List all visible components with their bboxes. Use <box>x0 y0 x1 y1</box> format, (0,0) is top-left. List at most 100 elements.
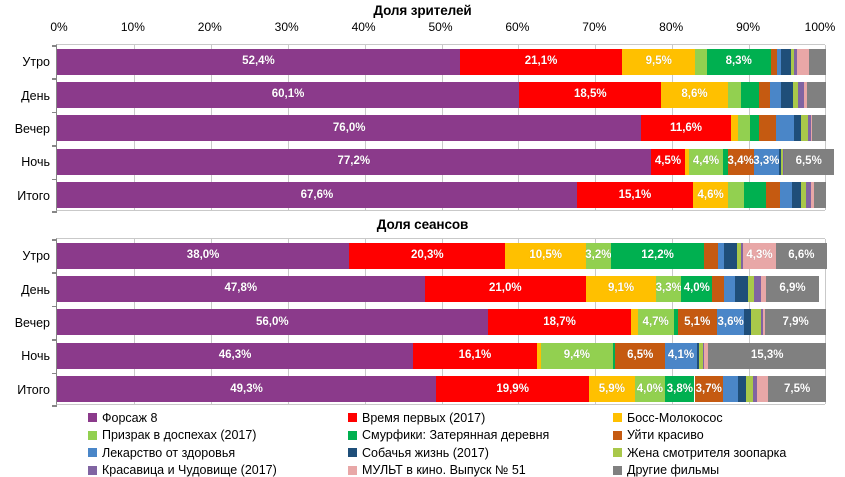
bar-segment <box>796 48 810 75</box>
bar-segment-label: 77,2% <box>337 155 371 168</box>
bar-segment: 4,0% <box>681 276 713 303</box>
bar-segment-label: 4,5% <box>654 155 682 168</box>
bar-segment-label: 8,6% <box>681 88 708 101</box>
row-label-утро: Утро <box>22 55 50 70</box>
legend-item[interactable]: Уйти красиво <box>613 429 845 442</box>
bar-segment <box>743 182 766 209</box>
legend-item-label: Время первых (2017) <box>362 410 486 425</box>
bar-segment <box>749 115 760 142</box>
legend-item[interactable]: Форсаж 8 <box>88 411 348 425</box>
bar-segment <box>780 82 793 109</box>
bar-segment: 76,0% <box>57 115 642 142</box>
bar-segment: 10,5% <box>505 242 587 269</box>
legend-item[interactable]: Босс-Молокосос <box>613 410 845 425</box>
bar-segment <box>806 82 826 109</box>
stacked-bar: 77,2% 4,5% 4,4% 3,4% 3,3% 6,5% <box>57 148 834 175</box>
bar-segment-label: 3,3% <box>655 282 682 295</box>
bar-segment <box>793 48 797 75</box>
row-label-утро: Утро <box>22 249 50 264</box>
legend-color-swatch-icon <box>88 448 97 458</box>
legend-item[interactable]: Другие фильмы <box>613 464 845 477</box>
legend-item[interactable]: МУЛЬТ в кино. Выпуск № 51 <box>348 464 613 477</box>
bar-segment-label: 76,0% <box>332 121 366 134</box>
bar-segment: 67,6% <box>57 182 577 209</box>
bar-segment-label: 21,1% <box>524 54 558 67</box>
legend-item[interactable]: Время первых (2017) <box>348 410 613 425</box>
bar-segment <box>779 182 793 209</box>
bar-segment <box>736 242 741 269</box>
bar-segment <box>762 309 766 336</box>
chart-row: Ночь 46,3% 16,1% 9,4% 6,5% 4,1% 15,3% <box>21 339 826 372</box>
legend-item[interactable]: Лекарство от здоровья <box>88 446 348 460</box>
legend-color-swatch-icon <box>88 465 97 475</box>
bar-segment: 3,3% <box>753 148 780 175</box>
legend-color-swatch-icon <box>348 413 357 423</box>
x-axis-tick-label: 20% <box>197 20 222 34</box>
legend-color-swatch-icon <box>348 430 357 440</box>
bar-segment: 16,1% <box>413 342 537 369</box>
bar-segment <box>806 182 811 209</box>
bar-segment-label: 7,9% <box>782 315 809 328</box>
bar-segment <box>740 82 760 109</box>
bar-segment-label: 9,4% <box>563 349 590 362</box>
bar-segment-label: 4,0% <box>636 382 663 395</box>
bar-segment: 15,3% <box>708 342 826 369</box>
bar-segment: 20,3% <box>349 242 506 269</box>
bar-segment: 3,4% <box>728 148 754 175</box>
legend-item-label: Босс-Молокосос <box>627 410 723 425</box>
bar-segment: 21,1% <box>459 48 623 75</box>
bar-segment <box>753 276 761 303</box>
bar-segment: 4,4% <box>689 148 723 175</box>
bar-segment <box>797 82 805 109</box>
chart-sessions-plot-area: Утро 38,0% 20,3% 10,5% 3,2% 12,2% 4,3% 6,6% День… <box>15 238 827 407</box>
bar-segment-label: 3,7% <box>695 382 722 395</box>
bar-segment <box>759 82 770 109</box>
legend-color-swatch-icon <box>613 465 622 475</box>
bar-segment <box>704 242 718 269</box>
stacked-bar: 38,0% 20,3% 10,5% 3,2% 12,2% 4,3% 6,6% <box>57 242 827 269</box>
chart-viewers-title: Доля зрителей <box>373 3 472 18</box>
x-axis-tick-label: 10% <box>120 20 145 34</box>
chart-row: Вечер 56,0% 18,7% 4,7% 5,1% 3,6% 7,9% <box>15 305 826 339</box>
legend-item[interactable]: Жена смотрителя зоопарка <box>613 446 845 460</box>
bar-segment-label: 12,2% <box>641 248 674 261</box>
bar-segment: 6,9% <box>766 276 820 303</box>
x-axis-tick-label: 30% <box>274 20 299 34</box>
bar-segment: 21,0% <box>424 276 587 303</box>
bar-segment <box>780 48 792 75</box>
chart-viewers-plot-area: Утро 52,4% 21,1% 9,5% 8,3% День 60,1% 18,5% 8,6%… <box>15 44 834 213</box>
legend-item[interactable]: Смурфики: Затерянная деревня <box>348 429 613 442</box>
bar-segment-label: 20,3% <box>410 248 444 261</box>
legend-item[interactable]: Собачья жизнь (2017) <box>348 446 613 460</box>
stacked-bar: 47,8% 21,0% 9,1% 3,3% 4,0% 6,9% <box>57 276 825 303</box>
bar-segment <box>536 342 541 369</box>
bar-segment: 60,1% <box>57 82 520 109</box>
bar-segment <box>804 82 807 109</box>
legend-color-swatch-icon <box>613 413 622 423</box>
bar-segment-label: 4,3% <box>746 248 773 261</box>
bar-segment <box>717 242 725 269</box>
row-label-итого: Итого <box>17 382 50 397</box>
bar-segment: 6,5% <box>615 342 666 369</box>
legend-item[interactable]: Призрак в доспехах (2017) <box>88 429 348 442</box>
bar-segment <box>807 115 811 142</box>
bar-segment <box>752 376 757 403</box>
bar-segment-label: 49,3% <box>230 382 263 395</box>
bar-segment <box>760 309 763 336</box>
bar-segment <box>769 82 781 109</box>
bar-segment <box>813 182 826 209</box>
stacked-bar: 76,0% 11,6% <box>57 115 826 142</box>
y-axis-tickmark <box>52 78 57 80</box>
bar-segment <box>724 242 737 269</box>
bar-segment: 18,5% <box>519 82 662 109</box>
bar-segment <box>748 276 754 303</box>
bar-segment <box>792 82 798 109</box>
bar-segment-label: 11,6% <box>670 121 703 134</box>
bar-segment <box>776 115 795 142</box>
bar-segment: 9,1% <box>586 276 657 303</box>
bar-segment-label: 60,1% <box>271 88 305 101</box>
bar-segment <box>738 376 747 403</box>
legend-item[interactable]: Красавица и Чудовище (2017) <box>88 464 348 477</box>
bar-segment: 4,0% <box>634 376 666 403</box>
bar-segment-label: 4,6% <box>697 188 724 201</box>
